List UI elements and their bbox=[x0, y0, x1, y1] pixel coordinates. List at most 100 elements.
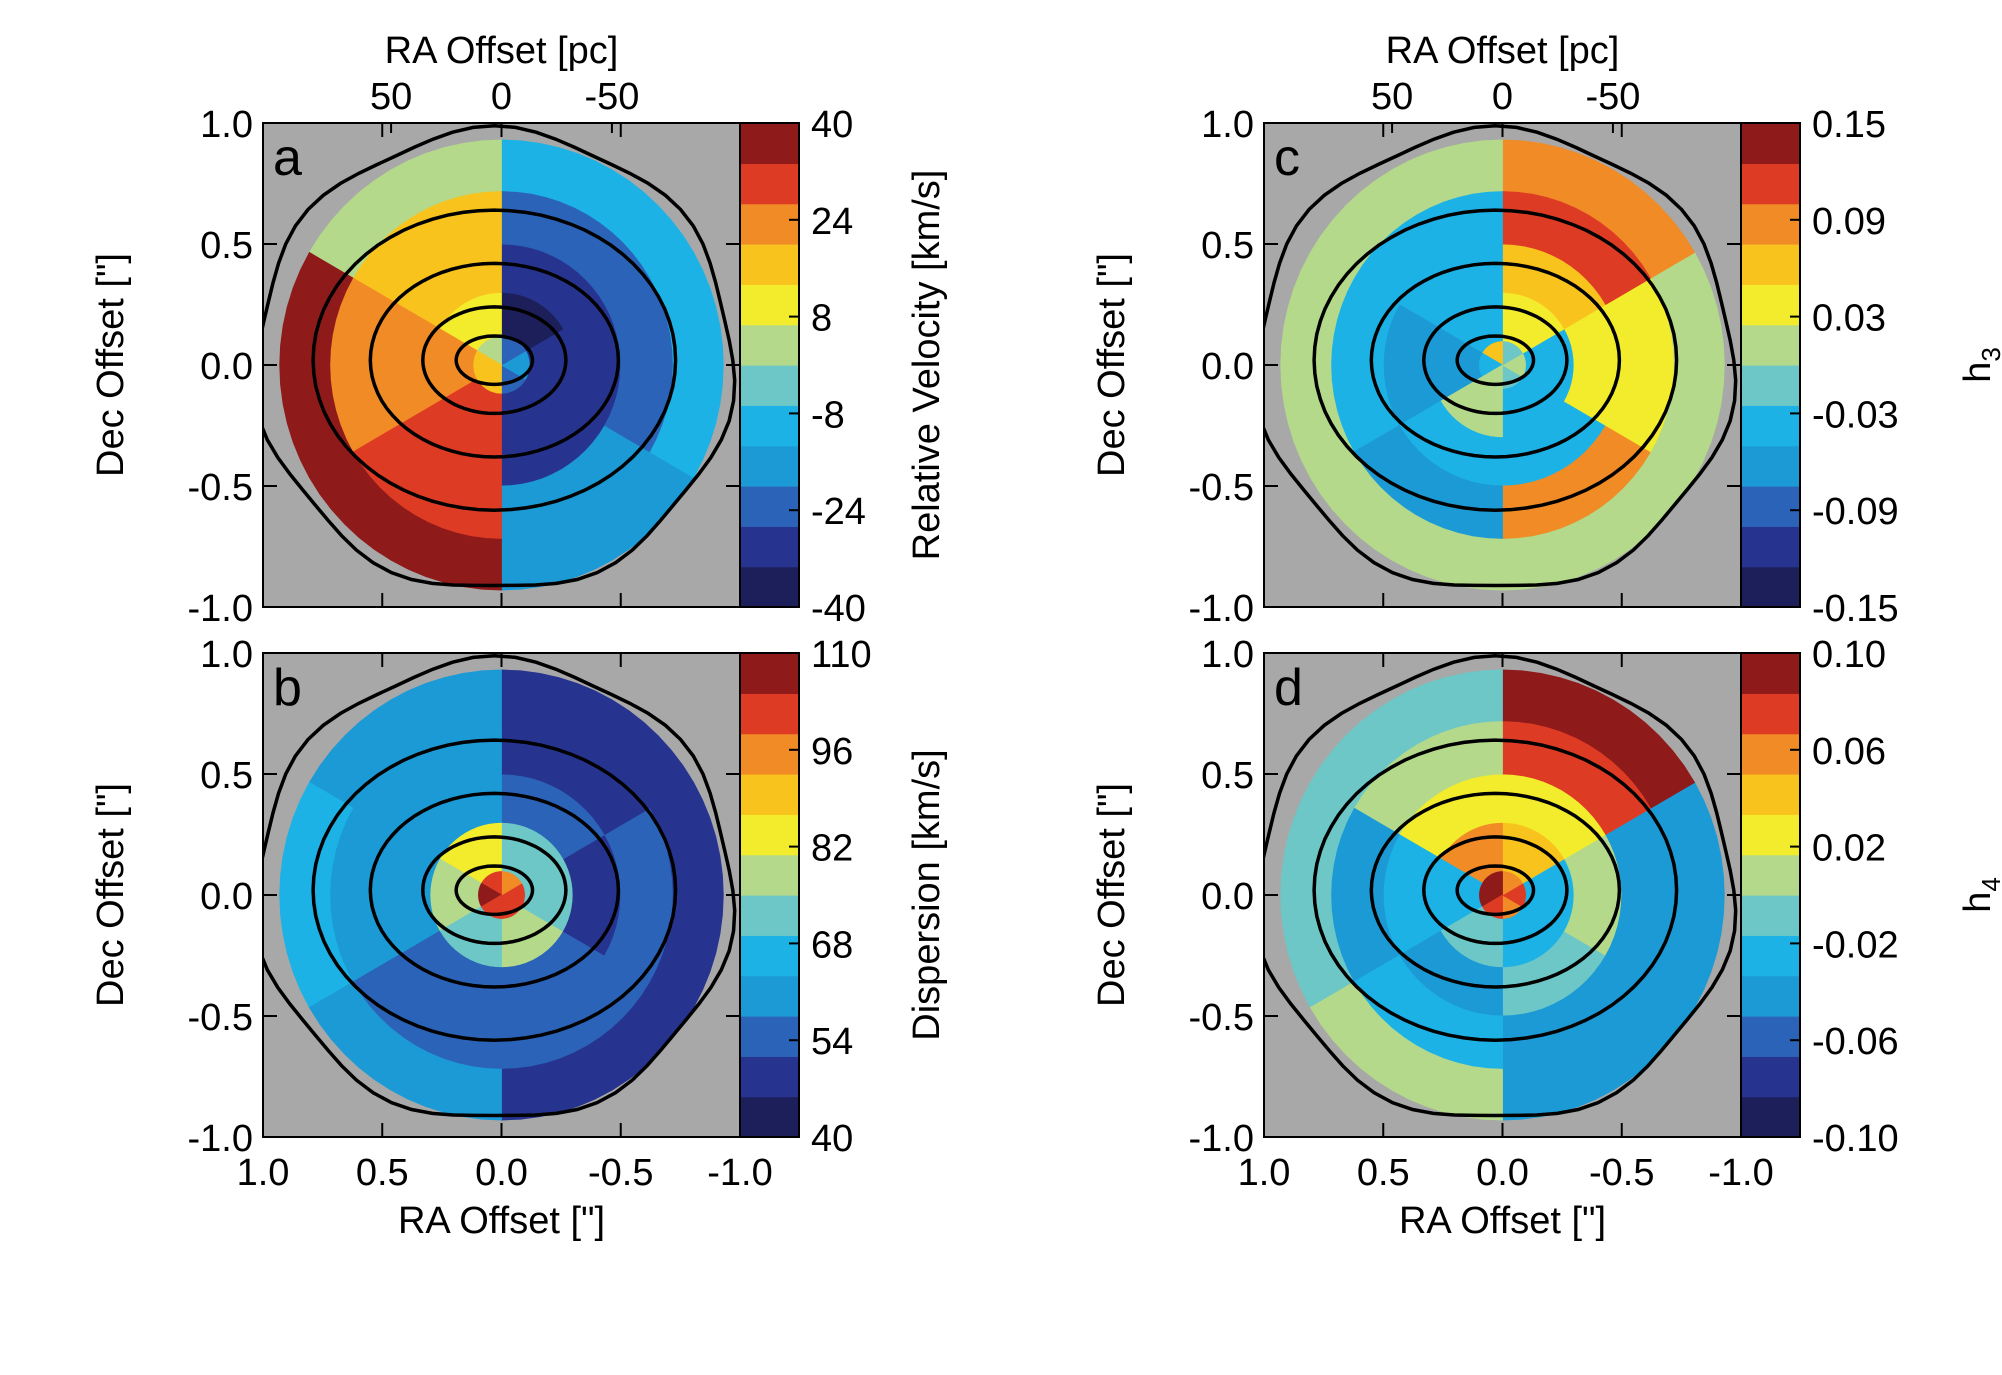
y-tick-label: -0.5 bbox=[1189, 467, 1254, 509]
colorbar: 0.10 0.06 0.02 -0.02 -0.06 -0.10 h4 bbox=[1740, 634, 2002, 1160]
colorbar-swatch bbox=[1741, 486, 1800, 527]
colorbar: 110 96 82 68 54 40 Dispersion [km/s] bbox=[739, 634, 948, 1160]
panel-b: 1.0 0.5 0.0 -0.5 -1.0 Dec Offset ["] b 1.0 0.5 0.… bbox=[90, 634, 948, 1242]
x-tick-label: 0.5 bbox=[1357, 1152, 1410, 1194]
colorbar-swatch bbox=[1741, 324, 1800, 366]
colorbar-swatch bbox=[740, 163, 799, 205]
colorbar-swatch bbox=[1741, 1096, 1800, 1138]
colorbar-swatch bbox=[740, 1016, 799, 1057]
y-tick-label: -1.0 bbox=[1189, 1118, 1254, 1160]
colorbar-swatch bbox=[1741, 123, 1800, 164]
contour-line bbox=[263, 653, 737, 1118]
colorbar-swatch bbox=[740, 693, 799, 735]
colorbar-label: Relative Velocity [km/s] bbox=[906, 170, 948, 561]
colorbar-tick-label: 0.03 bbox=[1812, 298, 1886, 340]
colorbar-tick-label: 110 bbox=[811, 634, 872, 676]
contour-line bbox=[454, 334, 535, 387]
contour-line bbox=[421, 305, 568, 416]
colorbar-tick-label: -0.15 bbox=[1812, 588, 1899, 630]
colorbar-swatch bbox=[740, 854, 799, 896]
heatmap-bins bbox=[279, 139, 724, 591]
colorbar-swatch bbox=[740, 405, 799, 447]
colorbar-swatch bbox=[740, 1056, 799, 1098]
x-tick-label: 0.0 bbox=[475, 1152, 528, 1194]
contour-line bbox=[1369, 261, 1622, 459]
panel-a: 1.0 0.5 0.0 -0.5 -1.0 Dec Offset ["] a 50 0 -50RA… bbox=[90, 30, 948, 630]
y-axis-label: Dec Offset ["] bbox=[90, 253, 132, 477]
bin bbox=[308, 451, 502, 591]
y-tick-label: 0.0 bbox=[200, 876, 253, 918]
colorbar-swatch bbox=[740, 244, 799, 285]
colorbar-swatch bbox=[740, 895, 799, 936]
colorbar-tick-label: -8 bbox=[811, 394, 845, 436]
colorbar-swatch bbox=[1741, 733, 1800, 775]
colorbar-frame bbox=[1740, 122, 1801, 608]
contour-line bbox=[311, 738, 678, 1042]
colorbar-tick-label: 0.06 bbox=[1812, 731, 1886, 773]
colorbar-frame bbox=[1740, 652, 1801, 1138]
top-axis-label: RA Offset [pc] bbox=[385, 30, 619, 72]
y-axis-label: Dec Offset ["] bbox=[1091, 253, 1133, 477]
colorbar-swatch bbox=[740, 324, 799, 366]
colorbar-swatch bbox=[1741, 526, 1800, 568]
colorbar-swatch bbox=[1741, 693, 1800, 735]
y-tick-label: 0.5 bbox=[1201, 225, 1254, 267]
y-tick-label: -1.0 bbox=[188, 588, 253, 630]
colorbar-swatch bbox=[1741, 1016, 1800, 1057]
panel-letter: c bbox=[1274, 129, 1300, 187]
y-tick-label: 0.0 bbox=[1201, 876, 1254, 918]
colorbar-tick-label: -0.06 bbox=[1812, 1021, 1899, 1063]
colorbar-swatch bbox=[740, 566, 799, 608]
colorbar-swatch bbox=[1741, 405, 1800, 447]
x-tick-label: -1.0 bbox=[707, 1152, 772, 1194]
colorbar-tick-label: 82 bbox=[811, 828, 853, 870]
colorbar-swatch bbox=[1741, 284, 1800, 326]
colorbar-swatch bbox=[1741, 975, 1800, 1017]
colorbar-swatch bbox=[740, 774, 799, 815]
colorbar-swatch bbox=[1741, 895, 1800, 936]
isophote-contours bbox=[1264, 123, 1738, 588]
colorbar-frame bbox=[739, 652, 800, 1138]
colorbar-tick-label: -0.03 bbox=[1812, 394, 1899, 436]
colorbar-label-subscript: 3 bbox=[1976, 347, 2002, 361]
colorbar-swatch bbox=[740, 486, 799, 527]
colorbar-swatch bbox=[740, 203, 799, 245]
x-axis-label: RA Offset ["] bbox=[398, 1200, 605, 1242]
colorbar-label-base: h bbox=[1957, 362, 1999, 383]
top-axis-label: RA Offset [pc] bbox=[1386, 30, 1620, 72]
x-tick-label: 1.0 bbox=[1238, 1152, 1291, 1194]
colorbar-swatch bbox=[1741, 566, 1800, 608]
panel-d: 1.0 0.5 0.0 -0.5 -1.0 Dec Offset ["] d 1.0 0.5 0.… bbox=[1091, 634, 2002, 1242]
pc-tick-label: 50 bbox=[1371, 76, 1413, 118]
contour-line bbox=[1312, 208, 1679, 512]
colorbar-tick-label: 8 bbox=[811, 298, 832, 340]
colorbar-tick-label: -0.02 bbox=[1812, 924, 1899, 966]
colorbar-label: Dispersion [km/s] bbox=[906, 749, 948, 1040]
x-tick-label: -1.0 bbox=[1708, 1152, 1773, 1194]
y-tick-label: 0.5 bbox=[200, 225, 253, 267]
pc-tick-label: 0 bbox=[1492, 76, 1513, 118]
colorbar-swatch bbox=[740, 284, 799, 326]
colorbar-swatch bbox=[740, 814, 799, 856]
colorbar-swatch bbox=[1741, 935, 1800, 977]
x-tick-label: 0.5 bbox=[356, 1152, 409, 1194]
y-tick-label: 0.0 bbox=[200, 346, 253, 388]
x-tick-label: -0.5 bbox=[1589, 1152, 1654, 1194]
colorbar-label-base: h bbox=[1957, 892, 1999, 913]
contour-line bbox=[311, 208, 678, 512]
colorbar-tick-label: 96 bbox=[811, 731, 853, 773]
colorbar-tick-label: 40 bbox=[811, 1118, 853, 1160]
contour-line bbox=[263, 123, 737, 588]
contour-line bbox=[1312, 738, 1679, 1042]
colorbar-tick-label: 68 bbox=[811, 924, 853, 966]
panel-c: 1.0 0.5 0.0 -0.5 -1.0 Dec Offset ["] c 50 0 -50RA… bbox=[1091, 30, 2002, 630]
colorbar-tick-label: -40 bbox=[811, 588, 866, 630]
contour-line bbox=[454, 864, 535, 917]
colorbar-tick-label: 54 bbox=[811, 1021, 853, 1063]
colorbar-swatch bbox=[740, 365, 799, 406]
colorbar-swatch bbox=[1741, 854, 1800, 896]
y-tick-label: 0.5 bbox=[1201, 755, 1254, 797]
panel-letter: b bbox=[273, 659, 302, 717]
contour-line bbox=[1455, 334, 1536, 387]
